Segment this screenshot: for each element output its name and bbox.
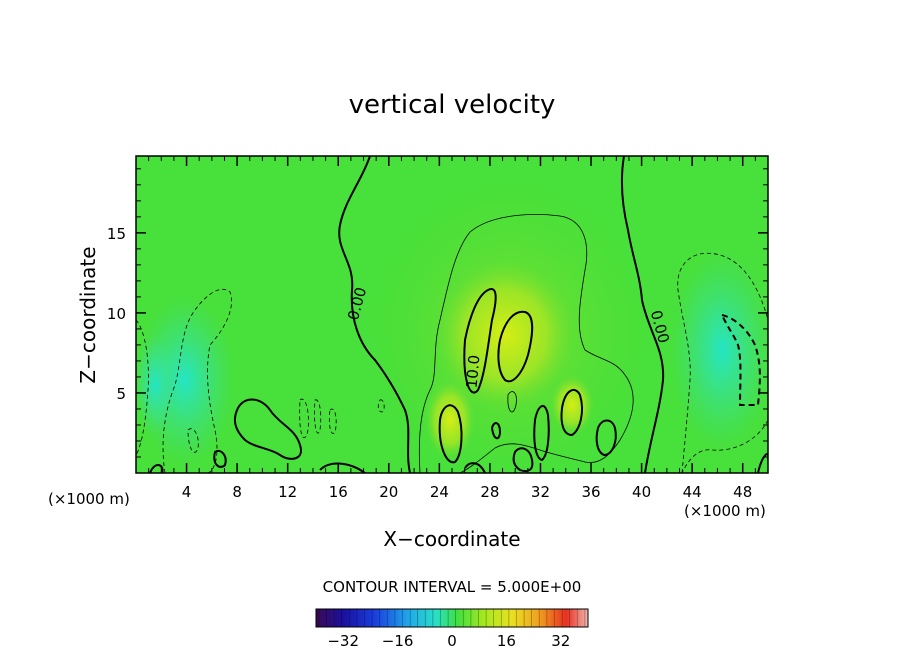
- x-tick-label: 20: [379, 483, 398, 501]
- x-tick-label: 12: [278, 483, 297, 501]
- y-tick-label: 10: [107, 305, 126, 323]
- colorbar-frame: [315, 608, 589, 628]
- y-axis-label: Z−coordinate: [76, 246, 100, 383]
- contour-label-2: 10.0: [463, 354, 484, 389]
- y-axis-minor-ticks: [136, 168, 768, 458]
- x-tick-label: 28: [480, 483, 499, 501]
- colorbar-tick-label: 0: [447, 632, 457, 650]
- strong-downdraft-contour: [720, 313, 761, 406]
- y-tick-label: 5: [116, 385, 126, 403]
- positive-contours: [418, 214, 634, 473]
- x-tick-label: 4: [182, 483, 192, 501]
- colorbar-tick-label: 32: [551, 632, 570, 650]
- x-tick-label: 36: [581, 483, 600, 501]
- colorbar-bins: [316, 609, 588, 627]
- x-axis-label: X−coordinate: [383, 527, 520, 551]
- colorbar: −32 −16 0 16 32: [315, 608, 589, 650]
- x-tick-label: 40: [632, 483, 651, 501]
- downdraft-east: [670, 250, 768, 450]
- zero-contours: [149, 156, 768, 473]
- contour-interval-label: CONTOUR INTERVAL = 5.000E+00: [323, 578, 582, 596]
- downdraft-west-2: [136, 335, 175, 435]
- x-tick-label: 44: [683, 483, 702, 501]
- x-axis-minor-ticks: [148, 156, 756, 473]
- x-unit-left: (×1000 m): [48, 490, 130, 508]
- x-unit-right: (×1000 m): [684, 502, 766, 520]
- x-tick-label: 48: [733, 483, 752, 501]
- contour-field: 0.00 10.0 0.00: [136, 156, 768, 473]
- x-axis-ticks: 4 8 12 16 20 24 28 32 36 40 44 48: [182, 156, 752, 501]
- colorbar-ticks: −32 −16 0 16 32: [327, 632, 570, 650]
- updraft-core-low: [425, 380, 475, 460]
- updraft-core-east: [550, 375, 594, 435]
- x-tick-label: 32: [531, 483, 550, 501]
- colorbar-tick-label: 16: [497, 632, 516, 650]
- updraft-core: [435, 260, 575, 410]
- x-tick-label: 8: [232, 483, 242, 501]
- colorbar-tick-label: −32: [327, 632, 359, 650]
- x-tick-label: 24: [430, 483, 449, 501]
- colorbar-tick-label: −16: [382, 632, 414, 650]
- negative-contours: [136, 252, 768, 473]
- y-tick-label: 15: [107, 225, 126, 243]
- y-axis-ticks: 5 10 15: [107, 225, 768, 403]
- x-tick-label: 16: [329, 483, 348, 501]
- chart-title: vertical velocity: [349, 90, 556, 120]
